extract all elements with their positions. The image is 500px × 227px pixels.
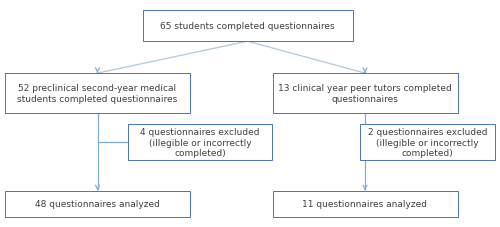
- Text: 4 questionnaires excluded
(illegible or incorrectly
completed): 4 questionnaires excluded (illegible or …: [140, 128, 260, 157]
- FancyBboxPatch shape: [5, 74, 190, 114]
- FancyBboxPatch shape: [5, 191, 190, 217]
- Text: 13 clinical year peer tutors completed
questionnaires: 13 clinical year peer tutors completed q…: [278, 84, 452, 103]
- FancyBboxPatch shape: [272, 74, 458, 114]
- FancyBboxPatch shape: [128, 125, 272, 160]
- Text: 52 preclinical second-year medical
students completed questionnaires: 52 preclinical second-year medical stude…: [18, 84, 177, 103]
- Text: 48 questionnaires analyzed: 48 questionnaires analyzed: [35, 199, 160, 208]
- FancyBboxPatch shape: [272, 191, 458, 217]
- Text: 11 questionnaires analyzed: 11 questionnaires analyzed: [302, 199, 428, 208]
- FancyBboxPatch shape: [360, 125, 495, 160]
- Text: 2 questionnaires excluded
(illegible or incorrectly
completed): 2 questionnaires excluded (illegible or …: [368, 128, 487, 157]
- FancyBboxPatch shape: [142, 11, 352, 42]
- Text: 65 students completed questionnaires: 65 students completed questionnaires: [160, 22, 335, 31]
